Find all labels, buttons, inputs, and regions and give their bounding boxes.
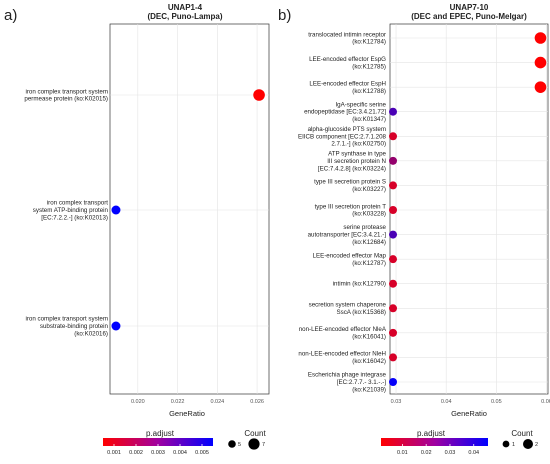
panel-b-point [389, 304, 398, 313]
panel-b-category-label: ATP synthase in type III secretion protei… [318, 150, 387, 172]
panel-b-point [389, 279, 398, 288]
panel-b-category-label: type III secretion protein S (ko:K03227) [314, 179, 386, 193]
legend-b-tick-label: 0.03 [445, 450, 456, 456]
legend-b-color-title: p.adjust [417, 429, 446, 438]
panel-b-xtick-label: 0.04 [441, 399, 452, 405]
panel-b-xtick-label: 0.05 [491, 399, 502, 405]
panel-b-category-label: type III secretion protein T (ko:K03228) [315, 203, 387, 217]
legend-b-size-large [523, 439, 533, 449]
panel-a-category-label: iron complex transport system substrate-b… [25, 316, 108, 338]
panel-b-point [389, 230, 398, 239]
panel-b-category-label: non-LEE-encoded effector NleA (ko:K16041) [299, 326, 387, 340]
panel-a-plot: 0.020 0.022 0.024 0.026 iron complex transpo… [24, 23, 270, 405]
panel-a-title: UNAP1-4 [168, 3, 203, 12]
legend-a-tick-label: 0.005 [195, 450, 209, 456]
panel-b-category-label: non-LEE-encoded effector NleH (ko:K16042) [298, 351, 386, 365]
panel-a-xtick-label: 0.026 [250, 399, 264, 405]
panel-b-xtick-label: 0.06 [541, 399, 550, 405]
legend-a-size-small-label: 5 [238, 442, 241, 448]
panel-b-point [534, 56, 547, 69]
panel-a-xlabel: GeneRatio [169, 409, 205, 418]
panel-b-category-label: LEE-encoded effector EspH (ko:K12788) [309, 80, 386, 94]
panel-a-subtitle: (DEC, Puno-Lampa) [147, 12, 222, 21]
legend-b-size-small [502, 440, 510, 448]
legend-a-size-small [228, 440, 236, 448]
panel-a-xtick-label: 0.020 [131, 399, 145, 405]
panel-a-point [111, 205, 121, 215]
panel-b-point [389, 107, 398, 116]
legend-a-color-title: p.adjust [146, 429, 175, 438]
legend-a-size-large-label: 7 [262, 442, 265, 448]
panel-b-frame [389, 23, 549, 395]
panel-b-category-label: Escherichia phage integrase [EC:2.7.7.- 3… [308, 372, 387, 394]
panel-b-point [389, 328, 398, 337]
legend-b-tick-label: 0.01 [397, 450, 408, 456]
legend-a-tick-label: 0.002 [129, 450, 143, 456]
panel-a-category-label: iron complex transport system ATP-binding… [33, 200, 109, 222]
panel-b-point [389, 353, 398, 362]
panel-b-point [534, 32, 547, 44]
panel-b-point [389, 156, 398, 165]
panel-b-point [389, 181, 398, 190]
panel-b-category-label: intimin (ko:K12790) [333, 281, 386, 288]
panel-b-xlabel: GeneRatio [451, 409, 487, 418]
legend-b-colorbar [381, 438, 488, 446]
legend-a-colorbar [103, 438, 213, 446]
legend-b-size-small-label: 1 [512, 442, 515, 448]
panel-b-point [534, 81, 547, 93]
panel-b-category-label: secretion system chaperone SscA (ko:K1536… [309, 302, 387, 316]
panel-b-category-label: LEE-encoded effector EspG (ko:K12785) [309, 56, 386, 70]
panel-b-category-label: translocated intimin receptor (ko:K12784) [308, 31, 386, 45]
legend-b-tick-label: 0.04 [468, 450, 479, 456]
legend-b-size-large-label: 2 [535, 442, 538, 448]
legend-a-tick-label: 0.001 [107, 450, 121, 456]
panel-b-category-label: alpha-glucoside PTS system EIICB componen… [298, 126, 387, 148]
panel-a-point [111, 321, 121, 331]
panel-b-category-label: IgA-specific serine endopeptidase [EC:3.4… [304, 101, 386, 123]
panel-b-point [389, 378, 398, 386]
panel-b-point [389, 206, 398, 214]
panel-b-category-label: LEE-encoded effector Map (ko:K12787) [313, 252, 387, 266]
panel-b-point [389, 255, 398, 264]
legend-b-tick-label: 0.02 [421, 450, 432, 456]
panel-b-xtick-label: 0.03 [391, 399, 402, 405]
legend-b-size-title: Count [511, 429, 533, 438]
panel-b-category-label: serine protease autotransporter [EC:3.4.2… [308, 224, 387, 246]
panel-a-point [253, 89, 265, 101]
panel-a-xtick-label: 0.022 [171, 399, 185, 405]
panel-a-xtick-label: 0.024 [210, 399, 224, 405]
panel-a-category-label: iron complex transport system permease pr… [24, 88, 108, 102]
panel-b-point [389, 132, 398, 141]
panel-b-subtitle: (DEC and EPEC, Puno-Melgar) [411, 12, 527, 21]
panel-b-letter: b) [278, 7, 291, 24]
panel-b-title: UNAP7-10 [450, 3, 489, 12]
legend-a-size-large [248, 438, 260, 450]
panel-b-plot: 0.03 0.04 0.05 0.06 translocated intimin rec… [298, 23, 550, 405]
legend-a-size-title: Count [244, 429, 266, 438]
legend-a-tick-label: 0.004 [173, 450, 187, 456]
legend-a-tick-label: 0.003 [151, 450, 165, 456]
panel-a-frame [109, 23, 270, 395]
panel-a-letter: a) [4, 7, 17, 24]
